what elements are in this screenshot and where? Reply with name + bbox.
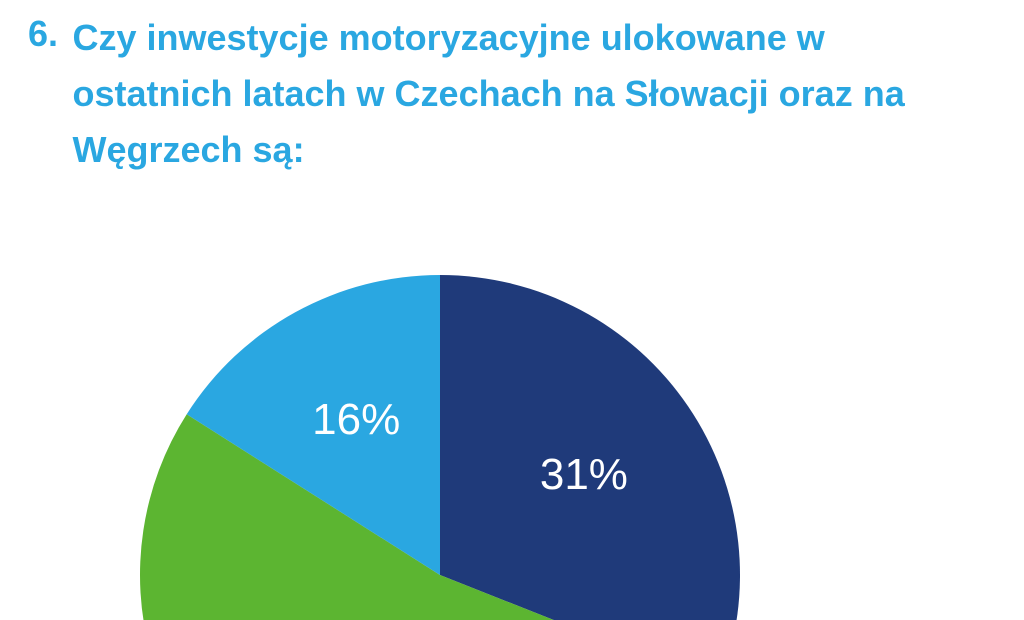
question-number: 6. bbox=[28, 10, 58, 59]
pie-svg: 31% 16% bbox=[120, 255, 760, 620]
question-title-block: 6. Czy inwestycje motoryzacyjne ulokowan… bbox=[28, 10, 988, 177]
pie-chart: 31% 16% bbox=[120, 255, 760, 620]
pie-slice-label-0: 31% bbox=[540, 450, 628, 499]
figure-container: 6. Czy inwestycje motoryzacyjne ulokowan… bbox=[0, 0, 1024, 620]
pie-slice-label-2: 16% bbox=[312, 395, 400, 444]
question-text: Czy inwestycje motoryzacyjne ulokowane w… bbox=[72, 10, 972, 177]
pie-slice-0 bbox=[440, 275, 740, 620]
